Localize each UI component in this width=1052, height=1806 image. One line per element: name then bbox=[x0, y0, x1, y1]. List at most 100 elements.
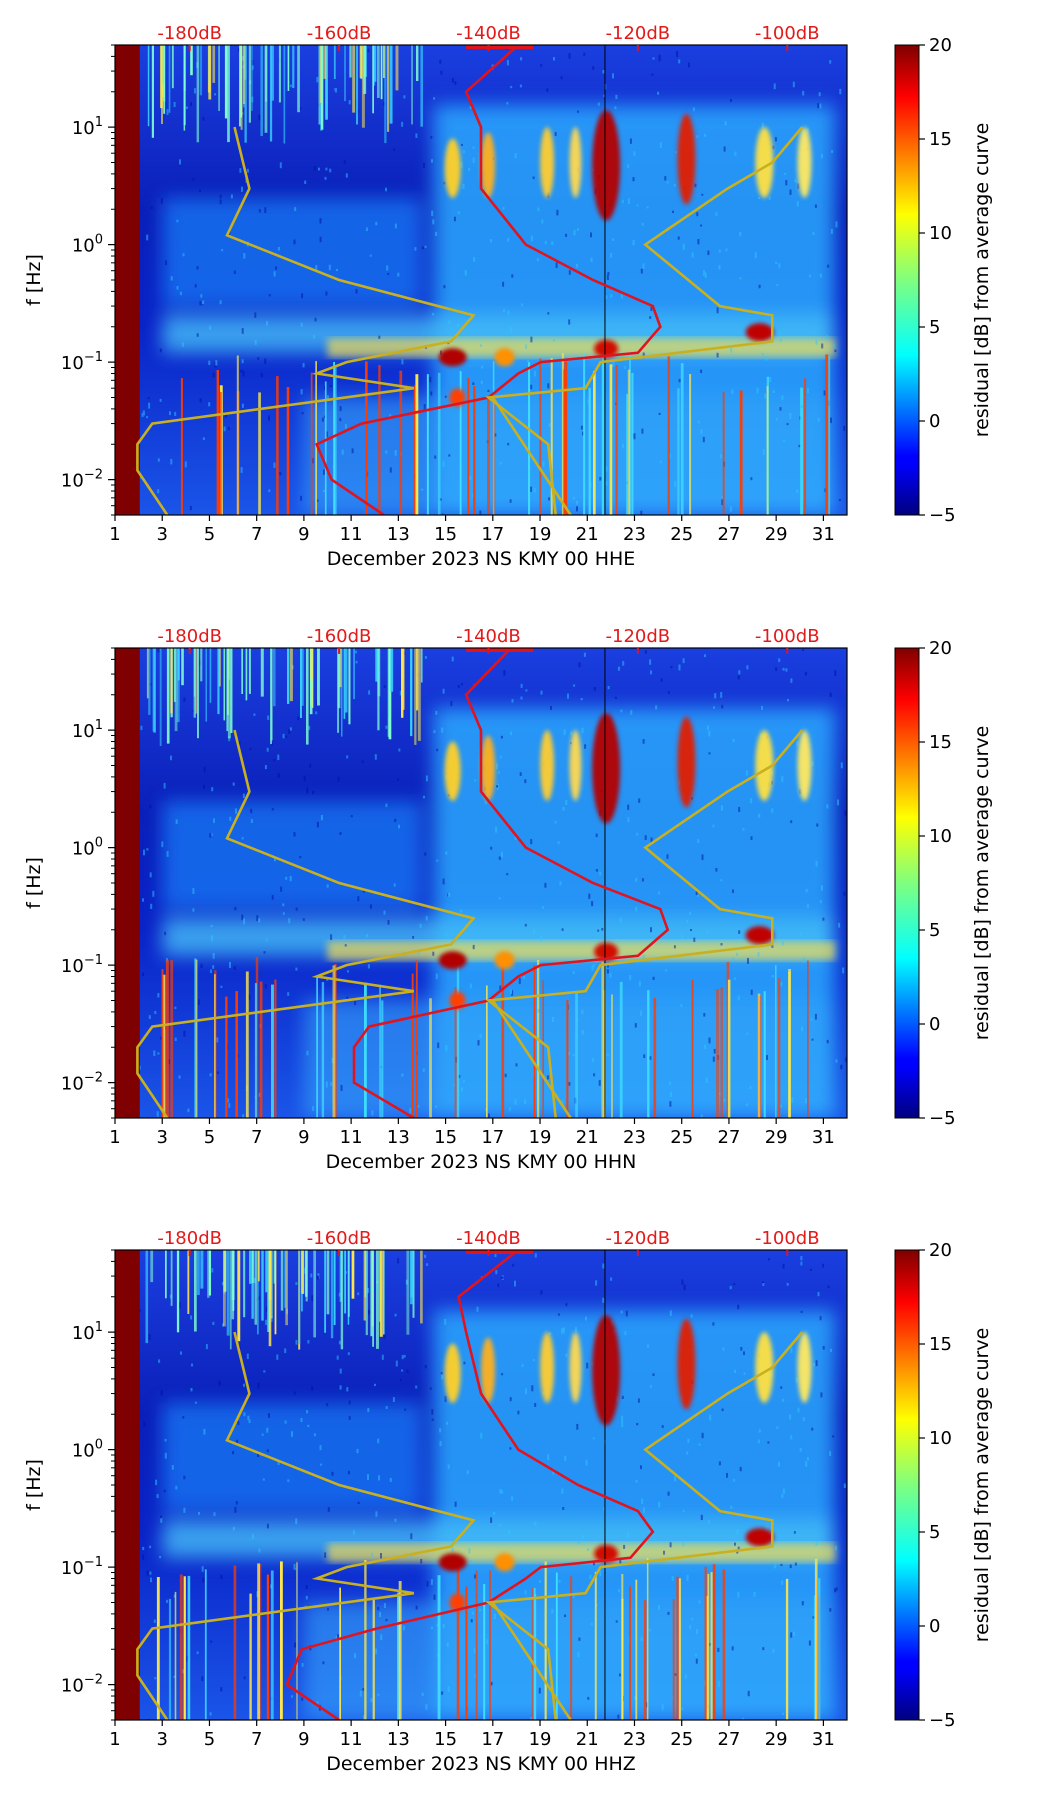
x-tick-label: 27 bbox=[717, 1729, 740, 1750]
colorbar: 20 15 10 5 0 −5 residual [dB] from average cur… bbox=[894, 1240, 993, 1731]
x-tick-label: 13 bbox=[387, 524, 410, 545]
colorbar-gradient bbox=[894, 647, 920, 1119]
spectrogram bbox=[115, 45, 847, 515]
colorbar-tick-label: −5 bbox=[929, 505, 956, 526]
db-tick-label: -100dB bbox=[755, 1228, 820, 1249]
x-tick-label: 23 bbox=[623, 1729, 646, 1750]
y-tick-label: 10−1 bbox=[61, 1555, 103, 1579]
db-tick-label: -180dB bbox=[157, 1228, 222, 1249]
colorbar-tick-label: −5 bbox=[929, 1108, 956, 1129]
y-tick-label: 10−2 bbox=[61, 1673, 103, 1697]
storm-event-4 bbox=[569, 730, 582, 801]
microseism-peak-1 bbox=[438, 1553, 467, 1572]
x-tick-label: 17 bbox=[481, 1127, 504, 1148]
x-tick-label: 7 bbox=[251, 1729, 262, 1750]
x-tick-label: 9 bbox=[298, 1729, 309, 1750]
storm-event-3 bbox=[540, 730, 555, 801]
storm-event-3 bbox=[540, 127, 555, 198]
y-tick-label: 10−1 bbox=[61, 953, 103, 977]
x-tick-label: 31 bbox=[812, 524, 835, 545]
x-tick-label: 29 bbox=[765, 1127, 788, 1148]
x-tick-label: 25 bbox=[670, 1729, 693, 1750]
x-tick-label: 11 bbox=[340, 524, 363, 545]
db-tick-label: -160dB bbox=[307, 23, 372, 44]
colorbar-tick-label: 0 bbox=[929, 1014, 940, 1035]
storm-event-6 bbox=[677, 716, 696, 808]
colorbar-label: residual [dB] from average curve bbox=[971, 726, 993, 1041]
spectrogram bbox=[115, 648, 847, 1118]
microseism-peak-5 bbox=[494, 348, 515, 367]
colorbar-tick-label: 5 bbox=[929, 920, 940, 941]
microseism-peak-1 bbox=[438, 348, 467, 367]
colorbar-gradient bbox=[894, 44, 920, 516]
x-axis-label: December 2023 NS KMY 00 HHZ bbox=[326, 1753, 636, 1775]
model-branch bbox=[491, 1601, 572, 1720]
y-tick-label: 101 bbox=[72, 718, 103, 742]
speckle-noise bbox=[117, 648, 847, 1118]
db-tick-label: -120dB bbox=[606, 1228, 671, 1249]
x-tick-label: 27 bbox=[717, 524, 740, 545]
x-axis-label: December 2023 NS KMY 00 HHE bbox=[327, 548, 636, 570]
colorbar-label: residual [dB] from average curve bbox=[971, 1328, 993, 1643]
microseism-peak-3 bbox=[745, 926, 774, 945]
y-tick-label: 10−1 bbox=[61, 350, 103, 374]
db-tick-label: -180dB bbox=[157, 23, 222, 44]
mean-psd-curve bbox=[352, 648, 670, 1118]
x-tick-label: 1 bbox=[109, 1729, 120, 1750]
storm-event-7 bbox=[755, 730, 774, 801]
storm-event-4 bbox=[569, 1332, 582, 1403]
db-tick-label: -100dB bbox=[755, 626, 820, 647]
x-tick-label: 23 bbox=[623, 1127, 646, 1148]
x-tick-label: 13 bbox=[387, 1127, 410, 1148]
y-tick-label: 100 bbox=[72, 1438, 103, 1462]
y-axis-label: f [Hz] bbox=[23, 254, 45, 306]
x-tick-label: 31 bbox=[812, 1729, 835, 1750]
storm-events bbox=[438, 109, 812, 407]
db-tick-label: -180dB bbox=[157, 626, 222, 647]
microseism-peak-5 bbox=[494, 1553, 515, 1572]
db-tick-label: -140dB bbox=[456, 626, 521, 647]
colorbar-label: residual [dB] from average curve bbox=[971, 123, 993, 438]
mean-psd-curve bbox=[285, 1250, 655, 1720]
x-tick-label: 5 bbox=[204, 1729, 215, 1750]
storm-event-5 bbox=[592, 1314, 621, 1426]
x-tick-label: 7 bbox=[251, 1127, 262, 1148]
low-noise-model bbox=[136, 729, 476, 1118]
gap-strip bbox=[115, 45, 140, 515]
storm-event-1 bbox=[444, 741, 461, 801]
microseism-peak-3 bbox=[745, 1528, 774, 1547]
colorbar: 20 15 10 5 0 −5 residual [dB] from average cur… bbox=[894, 638, 993, 1129]
noise-haze bbox=[162, 708, 836, 1118]
x-tick-label: 21 bbox=[576, 1127, 599, 1148]
x-tick-label: 25 bbox=[670, 524, 693, 545]
x-tick-label: 17 bbox=[481, 524, 504, 545]
microseism-peak-2 bbox=[594, 1544, 619, 1563]
storm-event-7 bbox=[755, 1332, 774, 1403]
x-tick-label: 9 bbox=[298, 524, 309, 545]
colorbar-tick-label: 10 bbox=[929, 1428, 952, 1449]
y-tick-label: 100 bbox=[72, 233, 103, 257]
microseism-peak-4 bbox=[449, 991, 466, 1010]
y-tick-label: 100 bbox=[72, 836, 103, 860]
y-tick-label: 101 bbox=[72, 115, 103, 139]
storm-event-2 bbox=[481, 132, 496, 198]
x-tick-label: 13 bbox=[387, 1729, 410, 1750]
speckle-noise bbox=[117, 1253, 846, 1720]
storm-event-1 bbox=[444, 138, 461, 198]
x-tick-label: 1 bbox=[109, 524, 120, 545]
microseism-peak-4 bbox=[449, 1593, 466, 1612]
colorbar-tick-label: 10 bbox=[929, 223, 952, 244]
colorbar-tick-label: 15 bbox=[929, 129, 952, 150]
model-branch bbox=[491, 999, 572, 1118]
colorbar-tick-label: 0 bbox=[929, 1616, 940, 1637]
colorbar-tick-label: 20 bbox=[929, 35, 952, 56]
x-tick-label: 17 bbox=[481, 1729, 504, 1750]
microseism-peak-5 bbox=[494, 951, 515, 970]
storm-event-8 bbox=[797, 1332, 812, 1403]
storm-events bbox=[438, 712, 812, 1010]
x-tick-label: 19 bbox=[529, 1127, 552, 1148]
